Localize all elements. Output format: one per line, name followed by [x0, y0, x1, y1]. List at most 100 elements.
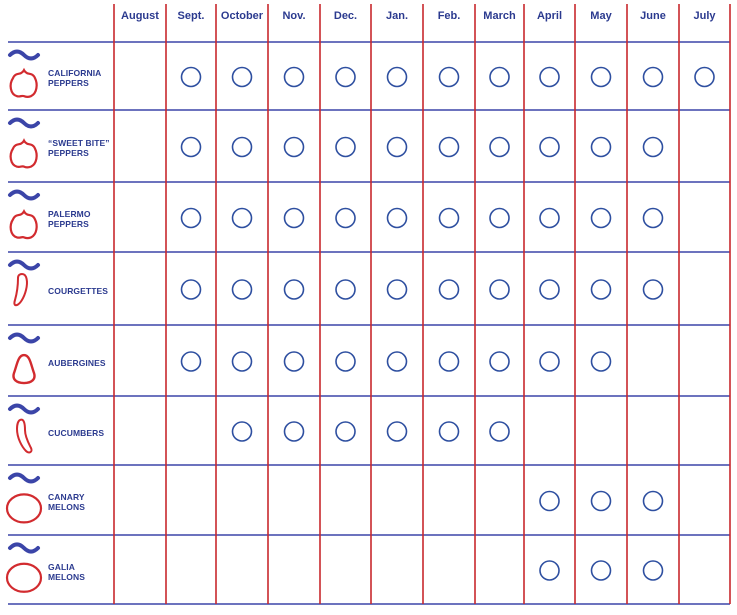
availability-marker	[283, 351, 305, 372]
availability-marker	[283, 136, 305, 158]
availability-marker	[489, 421, 510, 442]
month-header: October	[220, 10, 264, 22]
availability-marker	[335, 136, 356, 158]
availability-marker	[590, 66, 612, 88]
pepper-icon	[9, 208, 38, 240]
tilde-icon	[8, 259, 40, 271]
product-label-line: “SWEET BITE”	[48, 138, 110, 148]
availability-marker	[539, 207, 560, 229]
month-header: Sept.	[177, 10, 205, 22]
melon-icon	[5, 562, 43, 593]
melon-icon	[5, 493, 43, 524]
availability-marker	[180, 279, 202, 300]
product-label: GALIA MELONS	[48, 562, 85, 582]
availability-marker	[231, 66, 253, 88]
availability-marker	[489, 351, 510, 372]
product-label-line: PALERMO	[48, 209, 91, 219]
availability-marker	[590, 279, 612, 300]
tilde-icon	[8, 117, 40, 129]
availability-marker	[283, 421, 305, 442]
availability-marker	[180, 351, 202, 372]
product-label-line: MELONS	[48, 502, 85, 512]
availability-marker	[489, 207, 510, 229]
availability-marker	[438, 279, 460, 300]
product-label: AUBERGINES	[48, 358, 106, 368]
availability-marker	[438, 66, 460, 88]
month-header: April	[536, 10, 563, 22]
availability-marker	[489, 66, 510, 88]
availability-marker	[539, 560, 560, 581]
availability-marker	[642, 490, 664, 512]
tilde-icon	[8, 49, 40, 61]
availability-marker	[590, 490, 612, 512]
product-label-line: GALIA	[48, 561, 75, 572]
availability-marker	[539, 490, 560, 512]
availability-marker	[283, 207, 305, 229]
availability-marker	[438, 421, 460, 442]
availability-marker	[231, 421, 253, 442]
availability-marker	[438, 207, 460, 229]
availability-marker	[642, 136, 664, 158]
month-header: July	[693, 10, 716, 22]
aubergine-icon	[12, 353, 36, 385]
cucumber-icon	[15, 418, 33, 454]
tilde-icon	[8, 403, 40, 415]
product-label: CUCUMBERS	[48, 428, 104, 438]
product-label-line: CANARY	[48, 492, 85, 502]
month-header: May	[590, 10, 612, 22]
availability-marker	[231, 136, 253, 158]
availability-marker	[231, 207, 253, 229]
availability-marker	[386, 421, 408, 442]
availability-marker	[231, 351, 253, 372]
pepper-icon	[9, 67, 38, 99]
tilde-icon	[8, 472, 40, 484]
availability-marker	[642, 66, 664, 88]
availability-marker	[335, 421, 356, 442]
availability-marker	[590, 207, 612, 229]
product-label-line: CUCUMBERS	[48, 427, 105, 438]
availability-marker	[180, 66, 202, 88]
availability-marker	[539, 136, 560, 158]
tilde-icon	[8, 332, 40, 344]
month-header: June	[640, 10, 666, 22]
availability-marker	[489, 136, 510, 158]
availability-marker	[283, 279, 305, 300]
availability-marker	[642, 560, 664, 581]
product-label-line: PEPPERS	[48, 148, 89, 158]
availability-marker	[694, 66, 715, 88]
availability-marker	[386, 207, 408, 229]
availability-marker	[386, 136, 408, 158]
availability-marker	[335, 279, 356, 300]
availability-marker	[335, 207, 356, 229]
availability-marker	[180, 207, 202, 229]
availability-marker	[283, 66, 305, 88]
product-label-line: PEPPERS	[48, 219, 89, 229]
product-label-line: MELONS	[48, 571, 85, 582]
product-label: COURGETTES	[48, 286, 108, 296]
courgette-icon	[13, 272, 28, 307]
product-label-line: PEPPERS	[48, 78, 89, 88]
product-label-line: AUBERGINES	[48, 357, 106, 368]
availability-marker	[590, 560, 612, 581]
availability-marker	[590, 136, 612, 158]
product-label: PALERMO PEPPERS	[48, 209, 91, 229]
month-header: Nov.	[282, 10, 306, 22]
availability-marker	[539, 351, 560, 372]
availability-marker	[386, 351, 408, 372]
availability-marker	[590, 351, 612, 372]
availability-marker	[489, 279, 510, 300]
tilde-icon	[8, 542, 40, 554]
availability-marker	[180, 136, 202, 158]
month-header: August	[121, 10, 159, 22]
availability-marker	[386, 66, 408, 88]
availability-marker	[438, 136, 460, 158]
tilde-icon	[8, 189, 40, 201]
availability-marker	[642, 279, 664, 300]
availability-marker	[642, 207, 664, 229]
availability-marker	[335, 351, 356, 372]
month-header: March	[483, 10, 516, 22]
availability-marker	[335, 66, 356, 88]
product-label-line: CALIFORNIA	[48, 68, 102, 78]
availability-marker	[386, 279, 408, 300]
